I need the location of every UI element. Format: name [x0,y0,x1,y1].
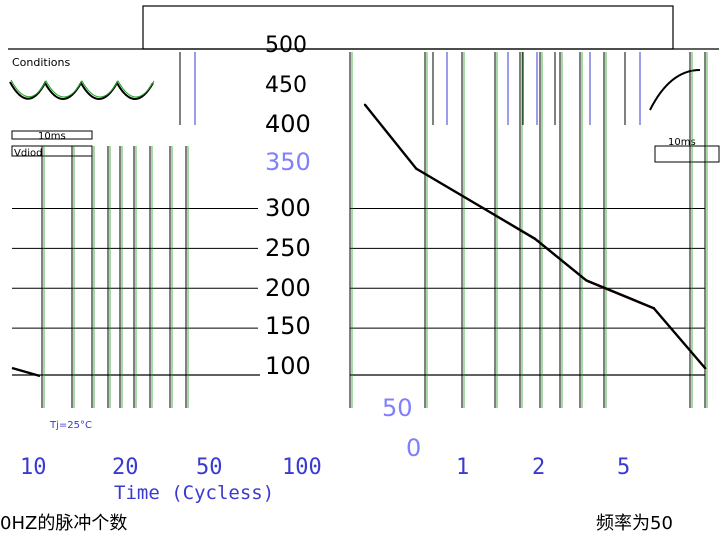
left-box-text-2: Vdiod [14,148,42,159]
y-tick-label-200: 200 [265,274,311,302]
x-tick-label-0: 10 [20,455,47,480]
series-layer [11,103,707,378]
x-tick-labels: 10 20 50 100 1 2 5 [20,455,630,480]
y-tick-label-100: 100 [265,352,311,380]
series-point-5 [652,306,656,310]
x-tick-label-6: 5 [617,455,630,480]
left-waveform-inset [9,79,155,157]
y-tick-label-450: 450 [265,73,307,98]
series-point-1 [414,167,418,170]
right-box [654,145,720,163]
grid-layer [12,52,708,408]
x-tick-label-2: 50 [196,455,223,480]
y-tick-label-500: 500 [265,33,307,58]
x-tick-label-1: 20 [112,455,139,480]
series-point-0 [363,103,367,107]
right-wave-path [649,69,701,111]
header-strip [8,5,719,50]
series-point-4 [584,279,588,282]
top-left-text: Conditions [12,56,70,69]
y-tick-label-0: 0 [406,434,421,462]
y-tick-label-400: 400 [265,110,311,138]
x-tick-label-3: 100 [282,455,322,480]
series-point-6 [703,366,707,370]
y-tick-label-50: 50 [382,394,413,422]
bottom-right-caption: 频率为50 [596,513,673,534]
y-tick-label-350: 350 [265,148,311,176]
y-tick-label-300: 300 [265,194,311,222]
series-point-2 [482,207,486,210]
right-waveform-inset [649,69,720,163]
x-axis-title: Time (Cycless) [114,482,274,504]
left-box-upper [11,130,93,140]
y-tick-label-250: 250 [265,234,311,262]
header-frame [142,5,674,50]
right-box-text: 10ms [668,137,696,148]
x-tick-label-5: 2 [532,455,545,480]
tj-label: Tj=25°C [49,420,92,431]
series-point-3 [533,237,537,241]
left-panel-curve-tail [11,366,41,378]
bottom-left-caption: 0HZ的脉冲个数 [0,513,127,534]
left-box-text-1: 10ms [38,131,66,142]
left-wave-ghost [10,79,155,98]
y-tick-label-150: 150 [265,312,311,340]
series-curve-shadow [365,105,707,370]
x-tick-label-4: 1 [456,455,469,480]
